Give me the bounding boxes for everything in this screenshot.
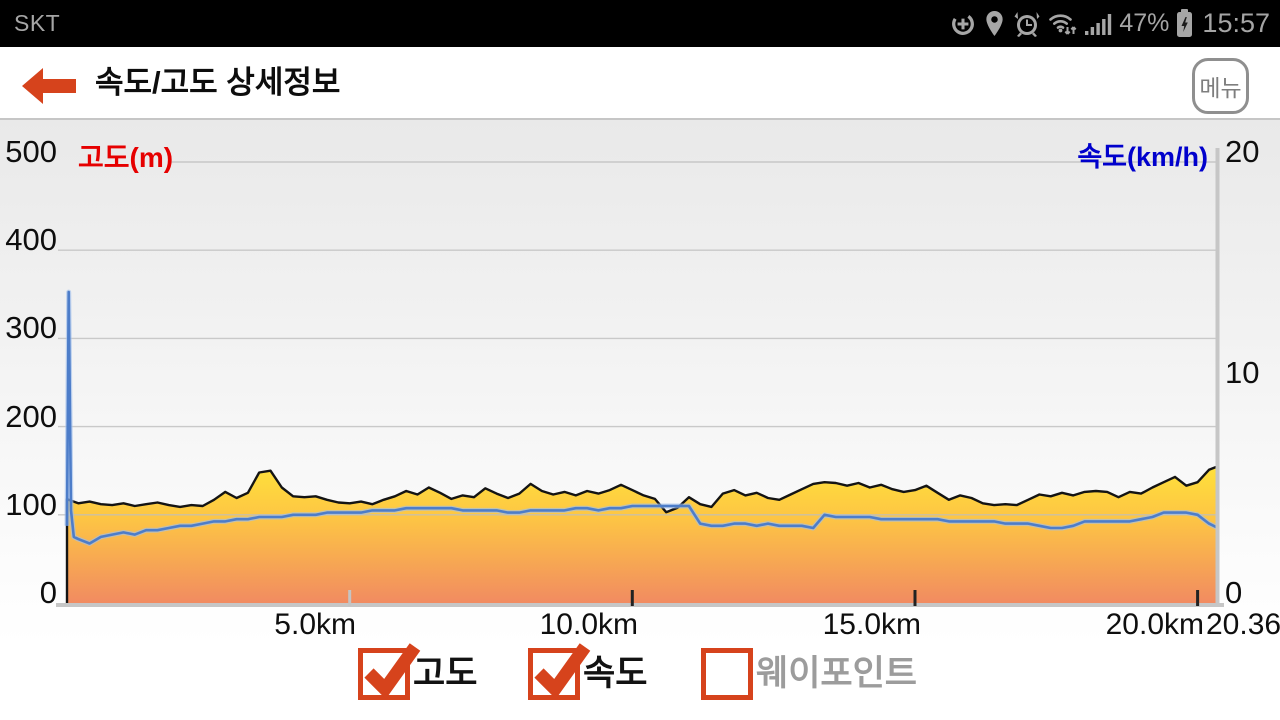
- y-axis-tick-label: 100: [5, 487, 57, 522]
- battery-charging-icon: [1177, 9, 1193, 37]
- x-axis-tick-label: 5.0km: [274, 608, 356, 641]
- carrier-label: SKT: [14, 10, 61, 36]
- x-axis-tick-label: 10.0km: [539, 608, 638, 641]
- speed-checkbox[interactable]: [528, 643, 591, 700]
- app-header: 속도/고도 상세정보 메뉴: [0, 47, 1280, 120]
- status-bar: SKT: [0, 0, 1280, 47]
- location-icon: [986, 11, 1004, 36]
- x-axis-tick-label: 15.0km: [822, 608, 921, 641]
- y-axis-tick-label: 0: [1225, 575, 1243, 610]
- y-axis-tick-label: 10: [1225, 355, 1260, 390]
- back-button[interactable]: [22, 65, 80, 107]
- signal-strength-icon: [1085, 13, 1112, 35]
- checkmark-icon: [364, 643, 421, 700]
- chart-legend: 고도 속도 웨이포인트: [0, 643, 1280, 720]
- x-axis-tick-label: 20.0km: [1105, 608, 1204, 641]
- legend-item-elevation[interactable]: 고도: [358, 643, 478, 700]
- legend-item-speed[interactable]: 속도: [528, 643, 648, 700]
- y-axis-tick-label: 200: [5, 399, 57, 434]
- data-saver-icon: [952, 12, 975, 35]
- y-axis-tick-label: 500: [5, 134, 57, 169]
- battery-percent-label: 47%: [1119, 9, 1170, 37]
- legend-label-waypoint: 웨이포인트: [756, 654, 918, 693]
- checkmark-icon: [534, 643, 591, 700]
- legend-label-speed: 속도: [583, 654, 648, 693]
- x-axis-end-label: 20.36k: [1206, 608, 1280, 641]
- y-axis-tick-label: 20: [1225, 134, 1260, 169]
- page-title: 속도/고도 상세정보: [95, 65, 341, 100]
- legend-label-elevation: 고도: [413, 654, 478, 693]
- y-axis-tick-label: 300: [5, 310, 57, 345]
- speed-axis-title: 속도(km/h): [1077, 142, 1208, 172]
- y-axis-tick-label: 400: [5, 222, 57, 257]
- legend-item-waypoint[interactable]: 웨이포인트: [701, 648, 917, 700]
- clock-label: 15:57: [1202, 8, 1270, 38]
- elevation-checkbox[interactable]: [358, 643, 421, 700]
- elevation-axis-title: 고도(m): [78, 142, 174, 173]
- status-icons: 47% 15:57: [950, 0, 1270, 47]
- wifi-icon: [1049, 13, 1077, 35]
- back-arrow-icon: [22, 68, 76, 104]
- chart-area: 고도(m) 속도(km/h) 500 400 300 200 100 0 20 10 0 5.…: [0, 120, 1280, 645]
- chart-plot: [0, 120, 1280, 645]
- alarm-icon: [1014, 11, 1040, 37]
- waypoint-checkbox[interactable]: [701, 648, 753, 700]
- y-axis-tick-label: 0: [39, 575, 57, 610]
- menu-button[interactable]: 메뉴: [1192, 58, 1249, 114]
